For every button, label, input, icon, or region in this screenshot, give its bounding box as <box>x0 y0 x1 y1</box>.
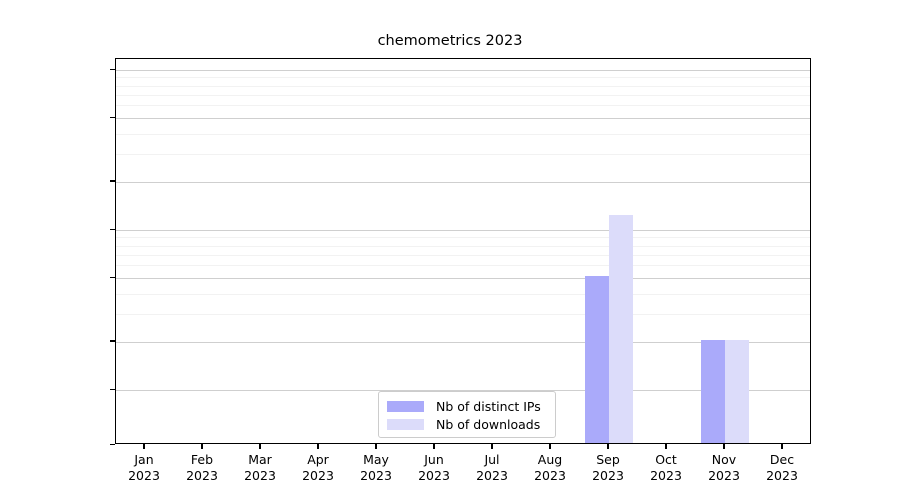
gridline-minor <box>116 94 810 96</box>
x-tick-mark <box>665 444 667 449</box>
x-tick-mark <box>491 444 493 449</box>
x-tick-mark <box>259 444 261 449</box>
legend-item-label: Nb of distinct IPs <box>436 398 541 414</box>
x-tick-month: Oct <box>655 452 677 467</box>
gridline-major <box>116 278 810 280</box>
gridline-major <box>116 181 810 183</box>
chart-title: chemometrics 2023 <box>377 33 523 49</box>
x-tick-label: May 2023 <box>336 452 416 483</box>
x-tick-mark <box>549 444 551 449</box>
x-tick-mark <box>607 444 609 449</box>
y-tick-mark <box>110 388 115 390</box>
y-tick-mark <box>110 68 115 70</box>
gridline-major <box>116 341 810 343</box>
legend-item: Nb of downloads <box>387 415 547 433</box>
gridline-minor <box>116 254 810 256</box>
x-tick-year: 2023 <box>302 467 334 483</box>
x-tick-year: 2023 <box>766 467 798 483</box>
x-tick-mark <box>723 444 725 449</box>
x-tick-month: Aug <box>537 452 563 467</box>
x-tick-year: 2023 <box>186 467 218 483</box>
x-tick-year: 2023 <box>534 467 566 483</box>
x-tick-month: Sep <box>596 452 620 467</box>
plot-area <box>115 58 811 444</box>
gridline-minor <box>116 77 810 79</box>
x-tick-year: 2023 <box>128 467 160 483</box>
y-tick-mark <box>110 340 115 342</box>
y-tick-mark <box>110 116 115 118</box>
x-tick-mark <box>143 444 145 449</box>
x-tick-mark <box>317 444 319 449</box>
legend-swatch-icon <box>387 418 424 430</box>
x-tick-label: Dec 2023 <box>742 452 822 483</box>
x-tick-month: Dec <box>769 452 795 467</box>
x-tick-mark <box>375 444 377 449</box>
x-tick-label: Mar 2023 <box>220 452 300 483</box>
x-tick-year: 2023 <box>244 467 276 483</box>
x-tick-month: Nov <box>711 452 737 467</box>
gridline-minor <box>116 265 810 267</box>
chart-legend: Nb of distinct IPs Nb of downloads <box>378 391 556 438</box>
gridline-major <box>116 70 810 71</box>
gridline-minor <box>116 293 810 295</box>
gridline-minor <box>116 313 810 315</box>
x-tick-year: 2023 <box>360 467 392 483</box>
x-tick-month: Jul <box>484 452 500 467</box>
x-tick-month: Apr <box>307 452 329 467</box>
legend-swatch-icon <box>387 400 424 412</box>
gridline-major <box>116 118 810 120</box>
gridline-minor <box>116 153 810 155</box>
y-tick-mark <box>110 443 115 445</box>
y-axis: 0125102050100 <box>0 0 115 500</box>
x-tick-label: Apr 2023 <box>278 452 358 483</box>
x-tick-label: Aug 2023 <box>510 452 590 483</box>
bar-downloads <box>725 339 749 443</box>
x-tick-month: Jun <box>424 452 444 467</box>
gridline-minor <box>116 237 810 239</box>
gridline-major <box>116 390 810 391</box>
x-tick-month: May <box>363 452 389 467</box>
gridline-minor <box>116 105 810 107</box>
x-tick-year: 2023 <box>592 467 624 483</box>
y-tick-mark <box>110 276 115 278</box>
y-tick-mark <box>110 180 115 182</box>
gridline-minor <box>116 133 810 135</box>
x-tick-label: Jan 2023 <box>104 452 184 483</box>
x-tick-label: Sep 2023 <box>568 452 648 483</box>
x-tick-mark <box>433 444 435 449</box>
x-axis: Jan 2023 Feb 2023 Mar 2023 Apr 2023 May 2023 Jun 20… <box>0 444 900 500</box>
bar-distinct-ips <box>701 339 725 443</box>
x-tick-year: 2023 <box>650 467 682 483</box>
x-tick-month: Feb <box>190 452 214 467</box>
y-tick-mark <box>110 228 115 230</box>
x-tick-label: Feb 2023 <box>162 452 242 483</box>
x-tick-mark <box>201 444 203 449</box>
x-tick-mark <box>781 444 783 449</box>
legend-item-label: Nb of downloads <box>436 416 541 432</box>
bar-distinct-ips <box>585 276 609 443</box>
x-tick-year: 2023 <box>708 467 740 483</box>
gridline-minor <box>116 245 810 247</box>
x-tick-month: Jan <box>134 452 154 467</box>
legend-item: Nb of distinct IPs <box>387 397 547 415</box>
x-tick-year: 2023 <box>476 467 508 483</box>
x-tick-month: Mar <box>248 452 272 467</box>
x-tick-label: Nov 2023 <box>684 452 764 483</box>
x-tick-label: Jul 2023 <box>452 452 532 483</box>
gridline-major <box>116 230 810 231</box>
x-tick-label: Oct 2023 <box>626 452 706 483</box>
x-tick-label: Jun 2023 <box>394 452 474 483</box>
bar-downloads <box>609 215 633 443</box>
gridline-minor <box>116 85 810 87</box>
x-tick-year: 2023 <box>418 467 450 483</box>
